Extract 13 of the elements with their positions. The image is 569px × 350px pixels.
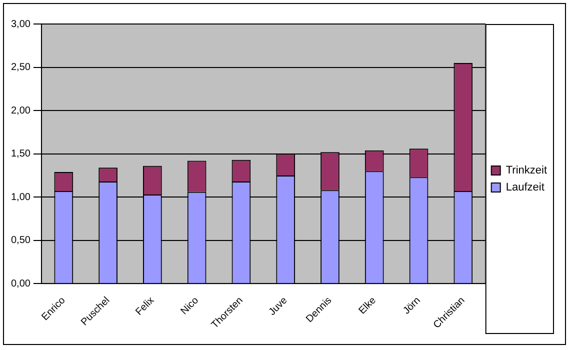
x-tick-label: Jörn [401,295,423,317]
y-tick-label: 0,00 [10,278,31,290]
x-tick-label: Nico [178,294,202,318]
x-tick-label: Elke [356,294,379,317]
y-tick-label: 2,50 [10,62,31,74]
legend-label: Trinkzeit [506,164,548,177]
legend-label: Laufzeit [506,182,544,194]
x-tick-label: Juve [266,294,290,318]
y-tick-label: 1,00 [10,192,31,203]
y-tick-label: 2,00 [10,105,31,116]
y-tick-label: 3,00 [10,18,31,30]
y-tick-label: 1,50 [10,148,31,160]
y-tick-label: 0,50 [10,235,31,246]
